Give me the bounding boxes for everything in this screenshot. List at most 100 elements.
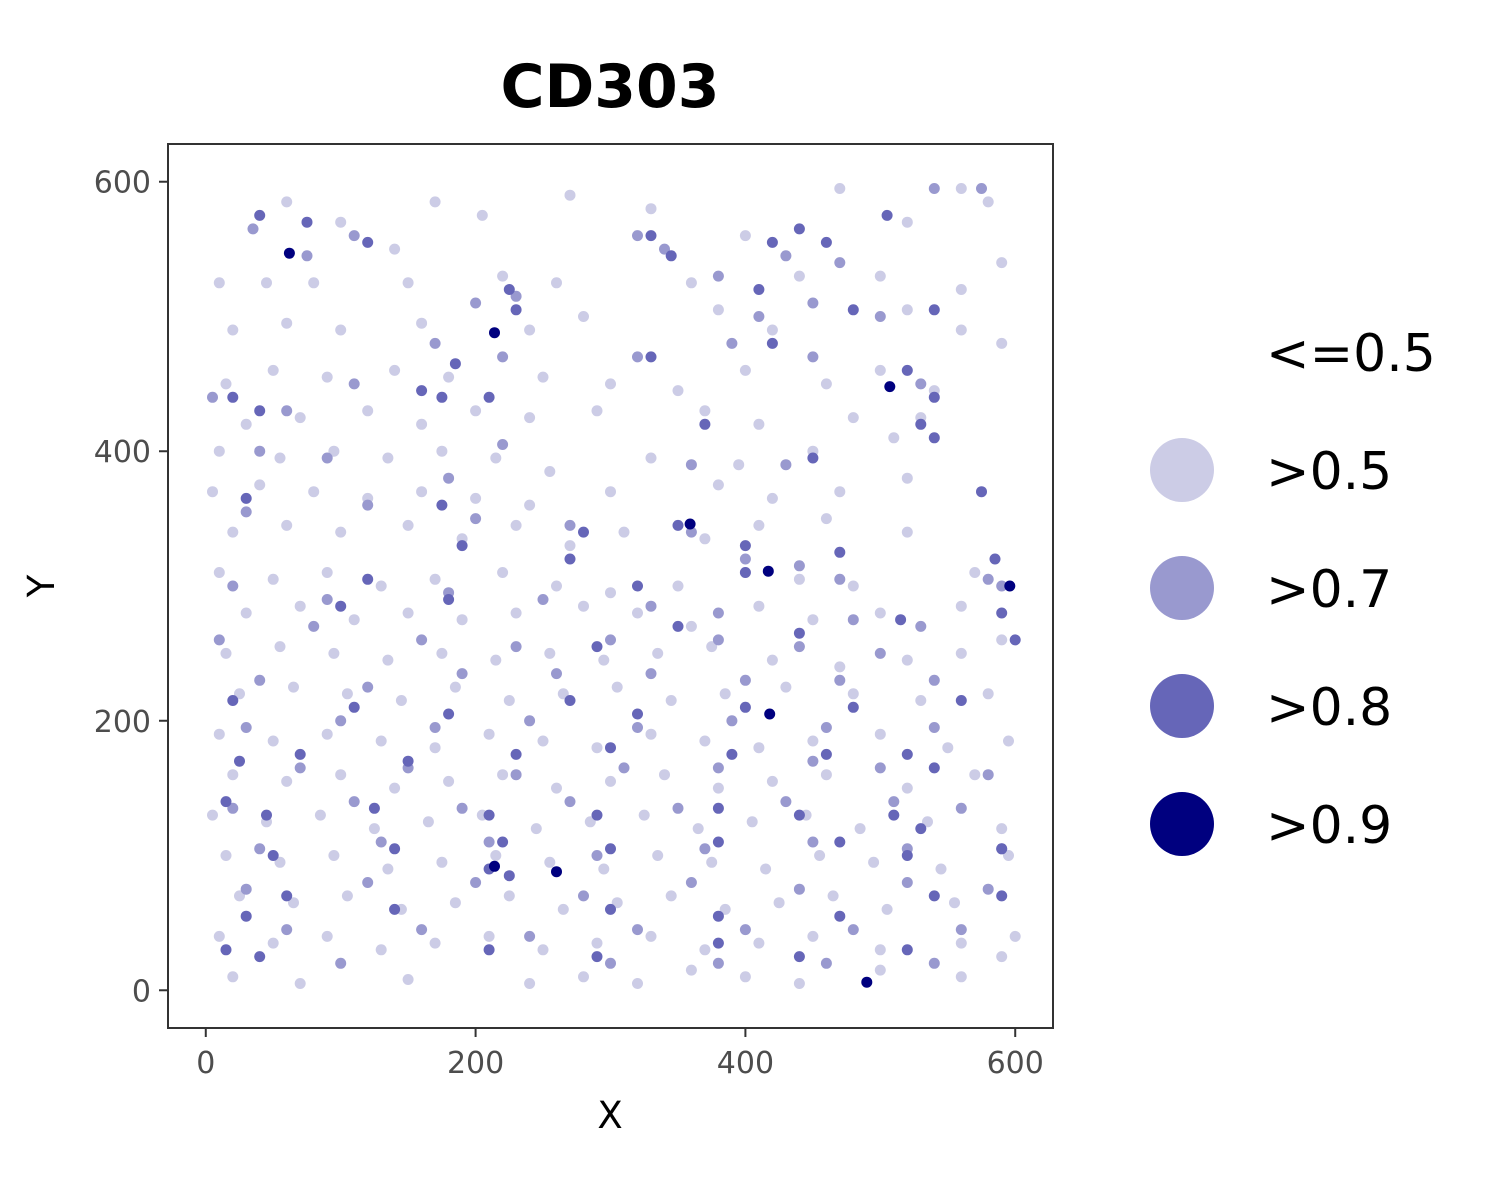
point-0-13	[261, 277, 272, 289]
point-0-206	[234, 890, 245, 902]
point-0-188	[854, 823, 866, 835]
point-1-1	[301, 250, 313, 262]
point-1-62	[834, 674, 846, 686]
point-0-9	[901, 216, 913, 228]
point-0-50	[470, 405, 482, 417]
point-0-219	[949, 897, 960, 909]
point-0-228	[645, 930, 657, 942]
point-0-19	[793, 270, 805, 282]
point-1-39	[321, 594, 333, 605]
point-2-13	[928, 304, 940, 316]
point-0-72	[416, 486, 428, 498]
point-0-63	[544, 466, 556, 477]
point-0-108	[402, 607, 414, 619]
point-2-36	[456, 540, 468, 552]
point-2-85	[389, 903, 401, 915]
point-0-204	[935, 863, 947, 875]
point-0-23	[227, 324, 239, 336]
point-1-84	[672, 802, 684, 814]
point-1-67	[524, 715, 536, 727]
point-0-85	[510, 519, 522, 531]
point-0-164	[335, 769, 347, 781]
point-3-6	[764, 708, 776, 720]
point-1-92	[699, 843, 711, 855]
point-1-19	[497, 351, 509, 363]
legend-label-4: >0.9	[1266, 796, 1392, 856]
point-1-55	[996, 580, 1008, 592]
point-0-207	[288, 897, 299, 909]
point-0-65	[733, 459, 745, 471]
point-2-19	[928, 391, 940, 403]
point-0-64	[645, 452, 657, 464]
point-2-21	[227, 391, 239, 403]
point-2-62	[726, 748, 738, 760]
point-2-40	[989, 553, 1001, 565]
point-1-7	[834, 257, 846, 269]
point-1-4	[659, 243, 670, 255]
point-0-7	[739, 230, 751, 242]
point-2-87	[503, 870, 515, 882]
point-1-31	[362, 499, 374, 511]
point-0-238	[524, 978, 536, 989]
point-0-104	[969, 567, 981, 578]
legend-label-0: <=0.5	[1266, 324, 1436, 384]
point-2-66	[220, 796, 232, 808]
point-0-124	[544, 647, 556, 659]
point-2-26	[915, 418, 927, 430]
point-0-160	[942, 742, 954, 754]
point-0-245	[955, 971, 967, 983]
point-1-38	[227, 580, 239, 592]
point-0-202	[814, 850, 826, 861]
point-2-79	[712, 836, 724, 848]
point-1-8	[928, 183, 940, 194]
point-0-95	[375, 580, 387, 592]
point-1-59	[551, 668, 562, 680]
point-0-153	[537, 735, 549, 747]
point-1-91	[591, 850, 603, 861]
point-1-24	[254, 445, 266, 457]
point-0-246	[996, 951, 1008, 963]
point-2-47	[895, 614, 907, 626]
point-2-67	[261, 809, 272, 821]
point-0-20	[874, 270, 886, 282]
point-0-178	[314, 809, 326, 821]
point-1-42	[645, 600, 657, 612]
point-0-185	[692, 823, 704, 835]
point-2-76	[389, 843, 401, 855]
point-3-7	[489, 860, 500, 872]
x-axis-title: X	[597, 1094, 622, 1137]
point-0-28	[578, 311, 589, 322]
point-1-83	[564, 796, 576, 808]
point-0-158	[807, 735, 819, 747]
point-0-47	[294, 412, 306, 424]
point-1-88	[254, 843, 266, 855]
point-0-83	[402, 519, 414, 531]
point-0-36	[321, 371, 333, 383]
point-0-38	[443, 371, 455, 383]
point-1-44	[847, 614, 859, 626]
point-2-52	[564, 695, 576, 706]
point-2-95	[483, 944, 495, 956]
point-0-230	[753, 937, 765, 949]
point-2-64	[901, 748, 913, 760]
point-0-12	[213, 277, 225, 289]
point-0-61	[436, 445, 448, 457]
legend-label-2: >0.7	[1266, 560, 1392, 620]
y-axis: 0 200 400 600	[94, 166, 168, 1009]
point-0-18	[685, 277, 697, 289]
point-0-237	[402, 974, 414, 985]
point-1-54	[874, 647, 886, 659]
point-1-97	[362, 877, 374, 888]
point-2-51	[443, 708, 455, 720]
point-0-22	[996, 257, 1008, 269]
point-2-45	[672, 620, 684, 632]
point-0-211	[503, 890, 515, 902]
point-0-119	[274, 641, 286, 653]
point-0-35	[267, 364, 279, 376]
point-0-145	[915, 695, 927, 706]
point-0-210	[449, 897, 461, 909]
point-2-82	[996, 843, 1008, 855]
point-0-59	[328, 445, 340, 457]
point-1-20	[632, 351, 643, 363]
point-0-213	[611, 897, 623, 909]
